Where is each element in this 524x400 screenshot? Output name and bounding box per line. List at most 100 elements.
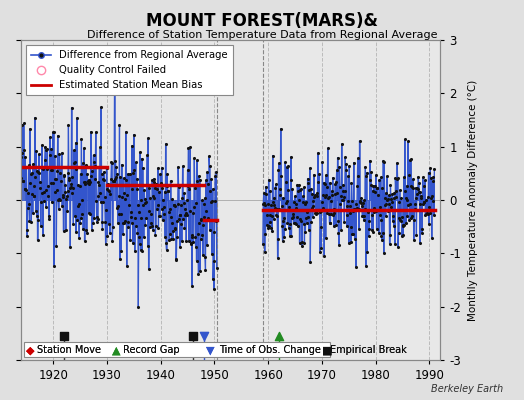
- Point: [138, 155, 146, 162]
- Point: [386, 182, 395, 188]
- Point: [188, 231, 196, 238]
- Point: [373, 226, 381, 232]
- Point: [345, 240, 353, 246]
- Point: [204, 181, 212, 187]
- Point: [200, 214, 208, 220]
- Point: [399, 232, 407, 238]
- Point: [392, 176, 401, 182]
- Point: [140, 196, 149, 202]
- Point: [143, 182, 151, 188]
- Point: [115, 122, 124, 128]
- Point: [110, 178, 118, 184]
- Point: [164, 188, 172, 194]
- Point: [402, 220, 410, 226]
- Point: [165, 209, 173, 215]
- Point: [408, 213, 416, 219]
- Point: [21, 186, 30, 192]
- Point: [323, 145, 332, 151]
- Point: [387, 195, 395, 202]
- Point: [167, 236, 176, 242]
- Point: [61, 181, 69, 188]
- Point: [148, 177, 156, 183]
- Point: [156, 213, 164, 220]
- Point: [83, 178, 92, 184]
- Point: [138, 164, 147, 171]
- Point: [21, 154, 29, 160]
- Point: [260, 200, 268, 207]
- Point: [337, 141, 346, 147]
- Point: [92, 214, 101, 220]
- Point: [28, 190, 36, 197]
- Point: [388, 199, 396, 206]
- Point: [285, 224, 293, 231]
- Point: [191, 185, 199, 191]
- Point: [18, 178, 27, 184]
- Point: [184, 183, 192, 189]
- Point: [179, 216, 187, 222]
- Point: [123, 262, 131, 269]
- Point: [267, 202, 275, 208]
- Point: [159, 197, 168, 203]
- Point: [364, 233, 373, 240]
- Point: [168, 196, 177, 202]
- Point: [44, 183, 52, 190]
- Point: [137, 197, 146, 204]
- Point: [270, 194, 278, 201]
- Point: [383, 173, 391, 179]
- Point: [266, 212, 274, 218]
- Point: [198, 231, 206, 238]
- Text: ◆: ◆: [26, 345, 35, 355]
- Text: ◆: ◆: [26, 345, 35, 355]
- Point: [151, 223, 160, 229]
- Point: [413, 185, 421, 191]
- Point: [301, 228, 310, 235]
- Point: [342, 161, 351, 168]
- Point: [51, 176, 59, 182]
- Point: [264, 225, 272, 231]
- Point: [57, 178, 66, 184]
- Point: [157, 165, 166, 171]
- Point: [55, 196, 63, 202]
- Point: [43, 192, 52, 199]
- Point: [352, 201, 361, 207]
- Point: [60, 173, 69, 180]
- Point: [385, 201, 393, 207]
- Point: [47, 146, 55, 152]
- Text: ▼: ▼: [206, 345, 215, 355]
- Point: [95, 190, 104, 196]
- Point: [197, 216, 205, 223]
- Point: [151, 232, 159, 238]
- Point: [185, 238, 193, 244]
- Point: [416, 189, 424, 196]
- Point: [206, 227, 214, 234]
- Point: [366, 177, 375, 184]
- Point: [410, 206, 419, 212]
- Point: [96, 199, 105, 206]
- Point: [291, 201, 300, 207]
- Point: [420, 199, 429, 205]
- Point: [156, 171, 165, 178]
- Point: [74, 203, 82, 209]
- Point: [105, 191, 114, 198]
- Point: [311, 191, 319, 198]
- Point: [320, 252, 329, 259]
- Point: [92, 129, 100, 135]
- Point: [210, 229, 219, 235]
- Point: [58, 150, 66, 156]
- Point: [73, 114, 81, 121]
- Point: [376, 212, 384, 218]
- Point: [63, 187, 72, 194]
- Point: [410, 237, 418, 244]
- Point: [424, 169, 433, 176]
- Point: [342, 212, 351, 218]
- Point: [104, 180, 113, 187]
- Point: [315, 171, 323, 177]
- Point: [409, 184, 418, 191]
- Point: [144, 242, 152, 249]
- Point: [419, 200, 428, 207]
- Point: [346, 224, 355, 230]
- Point: [396, 217, 405, 223]
- Point: [190, 204, 198, 210]
- Point: [324, 195, 332, 202]
- Point: [89, 152, 97, 158]
